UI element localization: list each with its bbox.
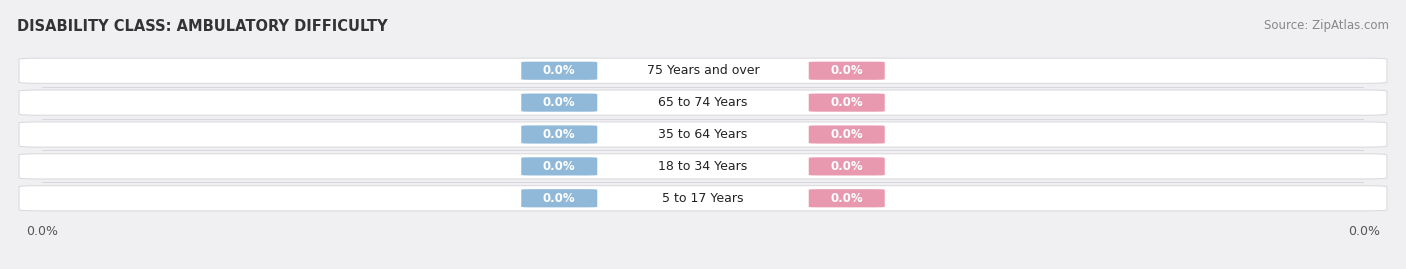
Text: 0.0%: 0.0% [831,192,863,205]
Text: 18 to 34 Years: 18 to 34 Years [658,160,748,173]
FancyBboxPatch shape [522,94,598,112]
FancyBboxPatch shape [808,125,884,144]
Text: 0.0%: 0.0% [831,96,863,109]
FancyBboxPatch shape [808,189,884,207]
FancyBboxPatch shape [808,94,884,112]
FancyBboxPatch shape [20,154,1386,179]
FancyBboxPatch shape [808,157,884,175]
Text: 0.0%: 0.0% [543,192,575,205]
FancyBboxPatch shape [522,189,598,207]
Text: 5 to 17 Years: 5 to 17 Years [662,192,744,205]
FancyBboxPatch shape [20,58,1386,83]
Text: 65 to 74 Years: 65 to 74 Years [658,96,748,109]
FancyBboxPatch shape [522,157,598,175]
FancyBboxPatch shape [20,186,1386,211]
Text: 75 Years and over: 75 Years and over [647,64,759,77]
FancyBboxPatch shape [20,90,1386,115]
Text: 0.0%: 0.0% [543,160,575,173]
Text: 0.0%: 0.0% [831,160,863,173]
FancyBboxPatch shape [522,62,598,80]
Text: 0.0%: 0.0% [831,128,863,141]
FancyBboxPatch shape [808,62,884,80]
FancyBboxPatch shape [20,122,1386,147]
FancyBboxPatch shape [522,125,598,144]
Text: 0.0%: 0.0% [543,128,575,141]
Text: 0.0%: 0.0% [831,64,863,77]
Text: Source: ZipAtlas.com: Source: ZipAtlas.com [1264,19,1389,32]
Text: 35 to 64 Years: 35 to 64 Years [658,128,748,141]
Text: 0.0%: 0.0% [543,96,575,109]
Text: 0.0%: 0.0% [543,64,575,77]
Text: DISABILITY CLASS: AMBULATORY DIFFICULTY: DISABILITY CLASS: AMBULATORY DIFFICULTY [17,19,388,34]
